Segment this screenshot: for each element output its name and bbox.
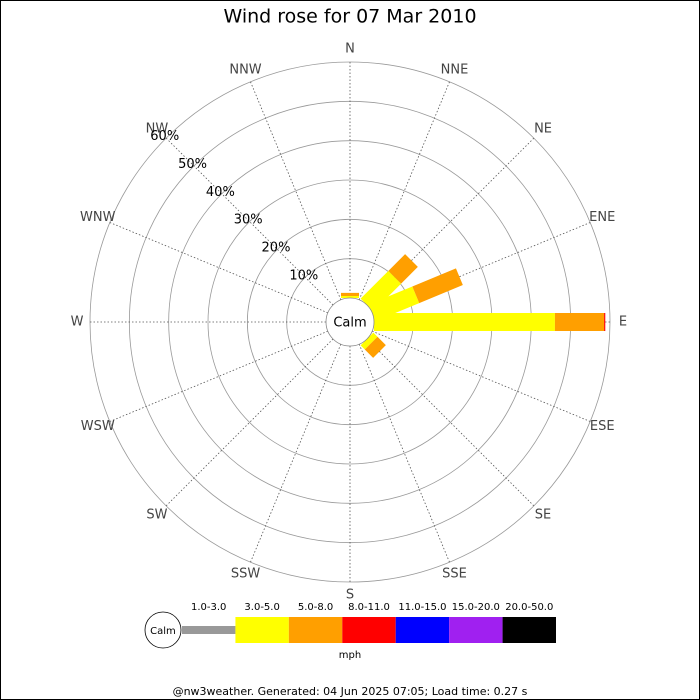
- direction-label: NE: [534, 121, 552, 136]
- direction-label: S: [346, 588, 354, 603]
- ring-label: 40%: [206, 185, 235, 200]
- direction-label: SW: [146, 508, 167, 523]
- spoke: [366, 338, 535, 507]
- legend-swatch: [449, 617, 503, 643]
- spoke: [165, 338, 334, 507]
- bar-segment: [554, 313, 605, 331]
- direction-label: SSW: [231, 567, 261, 582]
- bar-segment: [604, 313, 606, 331]
- calm-circle: [325, 297, 375, 347]
- ring-label: 20%: [262, 240, 291, 255]
- direction-label: N: [345, 42, 355, 57]
- spoke: [358, 344, 450, 563]
- legend-calm-circle: [144, 611, 182, 649]
- bar-segment: [360, 332, 378, 350]
- spoke: [165, 137, 334, 306]
- bar-segment: [412, 268, 463, 304]
- spoke: [109, 222, 328, 314]
- legend-swatch: [235, 617, 289, 643]
- legend-label: 8.0-11.0: [348, 602, 390, 613]
- direction-label: NNW: [229, 62, 261, 77]
- unit-label: mph: [339, 650, 361, 661]
- bar-segment: [341, 292, 359, 297]
- ring-label: 10%: [289, 268, 318, 283]
- direction-label: E: [619, 315, 627, 330]
- legend-swatch: [288, 617, 343, 643]
- footer: @nw3weather. Generated: 04 Jun 2025 07:0…: [173, 685, 528, 698]
- direction-label: ESE: [590, 419, 615, 434]
- direction-label: WNW: [80, 210, 116, 225]
- legend-label: 3.0-5.0: [244, 602, 279, 613]
- bar-segment: [360, 270, 402, 312]
- direction-label: WSW: [81, 419, 115, 434]
- legend-calm-label: Calm: [150, 626, 176, 637]
- bar-segment: [368, 286, 420, 322]
- legend-label: 20.0-50.0: [505, 602, 553, 613]
- spoke: [372, 330, 591, 422]
- legend-label: 5.0-8.0: [298, 602, 333, 613]
- legend-label: 15.0-20.0: [452, 602, 500, 613]
- ring-label: 50%: [178, 157, 207, 172]
- legend-swatch: [502, 617, 556, 643]
- bar-segment: [364, 336, 386, 358]
- spoke: [109, 330, 328, 422]
- direction-label: SSE: [442, 567, 467, 582]
- direction-label: ENE: [589, 210, 615, 225]
- legend-swatch: [182, 626, 236, 634]
- ring-label: 60%: [150, 129, 179, 144]
- spoke: [358, 81, 450, 300]
- bar-segment: [374, 313, 555, 331]
- spoke: [250, 344, 342, 563]
- bar-segment: [388, 254, 418, 284]
- legend-label: 11.0-15.0: [398, 602, 446, 613]
- bar-segment: [341, 296, 359, 298]
- legend-swatch: [395, 617, 450, 643]
- direction-label: NNE: [441, 62, 469, 77]
- ring-label: 30%: [234, 213, 263, 228]
- spoke: [250, 81, 342, 300]
- chart-title: Wind rose for 07 Mar 2010: [223, 6, 476, 28]
- direction-label: W: [71, 315, 84, 330]
- legend-label: 1.0-3.0: [191, 602, 226, 613]
- calm-label: Calm: [333, 316, 366, 331]
- direction-label: NW: [146, 121, 169, 136]
- legend-swatch: [342, 617, 396, 643]
- direction-label: SE: [535, 508, 551, 523]
